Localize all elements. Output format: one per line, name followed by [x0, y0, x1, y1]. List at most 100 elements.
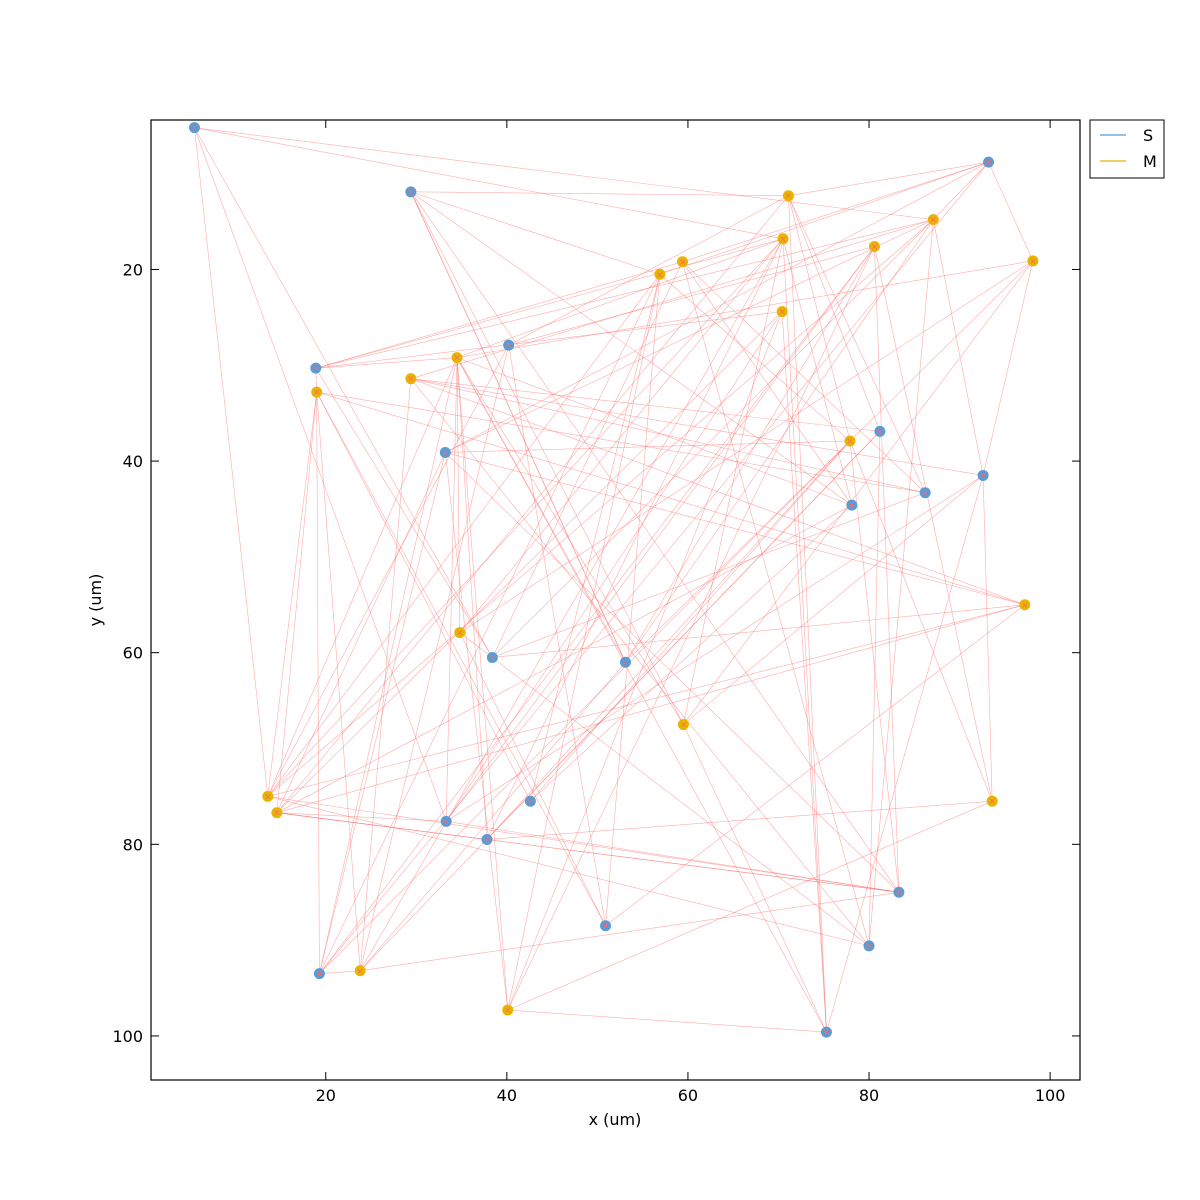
connection-line	[456, 357, 852, 506]
x-tick-label: 40	[497, 1086, 517, 1105]
data-point-s	[977, 469, 989, 481]
connection-line	[659, 274, 851, 442]
point-marker-x: ×	[1029, 257, 1037, 267]
legend-label-m: M	[1143, 152, 1157, 171]
point-marker-x: ×	[679, 258, 687, 268]
connection-line	[486, 238, 784, 840]
data-point-m	[262, 790, 274, 802]
connection-line	[319, 970, 361, 974]
data-point-s	[405, 186, 417, 198]
connection-line	[410, 219, 934, 379]
connection-line	[874, 246, 993, 802]
point-marker-x: ×	[312, 364, 320, 374]
data-point-s	[874, 425, 886, 437]
connection-line	[267, 357, 458, 797]
connection-line	[682, 161, 989, 263]
connection-line	[782, 238, 827, 1033]
connection-line	[319, 161, 989, 974]
connection-line	[507, 800, 993, 1011]
connection-line	[507, 1009, 827, 1033]
data-point-s	[619, 656, 631, 668]
y-axis-label: y (um)	[86, 574, 105, 627]
point-marker-x: ×	[778, 308, 786, 318]
x-tick-label: 60	[678, 1086, 698, 1105]
data-point-m	[844, 435, 856, 447]
connection-line	[316, 391, 1025, 606]
point-marker-x: ×	[985, 158, 993, 168]
connection-line	[625, 246, 875, 663]
point-marker-x: ×	[313, 388, 321, 398]
data-point-m	[677, 719, 689, 731]
point-marker-x: ×	[489, 653, 497, 663]
connection-line	[276, 195, 789, 813]
data-point-m	[311, 386, 323, 398]
connection-line	[444, 452, 509, 1011]
connection-line	[315, 219, 934, 369]
point-marker-x: ×	[264, 792, 272, 802]
point-marker-x: ×	[979, 471, 987, 481]
connection-line	[459, 632, 606, 926]
connection-line	[445, 246, 875, 822]
connection-line	[530, 274, 661, 802]
connection-line	[682, 261, 926, 493]
point-marker-x: ×	[527, 797, 535, 807]
point-marker-x: ×	[846, 437, 854, 447]
data-point-s	[863, 940, 875, 952]
data-point-m	[677, 256, 689, 268]
connection-line	[456, 357, 488, 840]
point-marker-x: ×	[779, 235, 787, 245]
connection-line	[605, 604, 1025, 926]
data-point-s	[481, 834, 493, 846]
connection-line	[486, 431, 881, 840]
point-marker-x: ×	[356, 967, 364, 977]
connection-line	[459, 238, 784, 633]
connection-line	[456, 357, 827, 1033]
point-marker-x: ×	[848, 501, 856, 511]
y-tick-label: 20	[123, 260, 143, 279]
connection-line	[625, 219, 934, 663]
connection-line	[492, 261, 683, 658]
point-marker-x: ×	[602, 922, 610, 932]
connection-line	[683, 475, 984, 725]
connection-line	[683, 724, 827, 1033]
data-point-s	[919, 487, 931, 499]
connection-line	[445, 452, 900, 893]
connection-line	[486, 440, 851, 840]
point-marker-x: ×	[680, 721, 688, 731]
data-point-s	[503, 339, 515, 351]
point-marker-x: ×	[930, 216, 938, 226]
connection-line	[360, 891, 899, 972]
data-point-m	[927, 214, 939, 226]
connection-line	[276, 392, 317, 813]
connection-line	[492, 219, 934, 658]
data-point-s	[439, 446, 451, 458]
data-point-m	[986, 795, 998, 807]
data-point-s	[524, 795, 536, 807]
connection-line	[267, 219, 934, 797]
connection-line	[315, 311, 783, 369]
connection-line	[459, 260, 1034, 633]
connection-line	[410, 378, 870, 947]
point-marker-x: ×	[453, 354, 461, 364]
connection-line	[456, 357, 509, 1011]
connection-line	[507, 274, 661, 1011]
connection-line	[410, 191, 684, 725]
connection-line	[446, 475, 984, 822]
connection-line	[933, 161, 989, 220]
connection-line	[456, 357, 684, 725]
point-marker-x: ×	[407, 188, 415, 198]
connection-line	[359, 378, 412, 971]
connection-line	[874, 246, 900, 893]
connection-line	[410, 191, 900, 893]
connection-line	[682, 261, 853, 506]
connection-line	[267, 604, 1025, 797]
connection-line	[508, 195, 789, 346]
point-marker-x: ×	[191, 124, 199, 134]
connection-line	[410, 378, 984, 476]
connection-lines	[194, 127, 1034, 1033]
connection-line	[319, 274, 661, 974]
connection-line	[315, 238, 784, 369]
connection-line	[446, 821, 899, 893]
connection-line	[530, 504, 853, 802]
